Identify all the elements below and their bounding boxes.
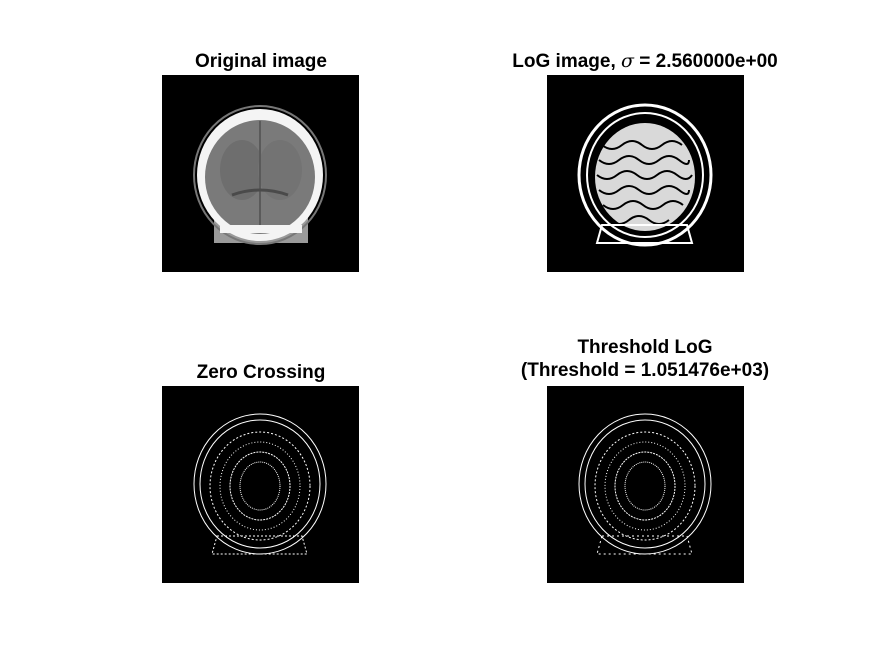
zero-crossing-image: [162, 386, 359, 583]
original-image-title: Original image: [195, 51, 327, 72]
log-image-title: LoG image, σ = 2.560000e+00: [495, 50, 795, 73]
sigma-symbol: σ: [621, 50, 635, 72]
log-image: [547, 75, 744, 272]
zero-crossing-title: Zero Crossing: [196, 362, 326, 383]
threshold-title-line2: (Threshold = 1.051476e+03): [520, 360, 770, 381]
original-ct-image: [162, 75, 359, 272]
threshold-log-image: [547, 386, 744, 583]
threshold-log-title: Threshold LoG (Threshold = 1.051476e+03): [495, 336, 795, 382]
log-title-prefix: LoG image,: [512, 51, 622, 72]
threshold-title-line1: Threshold LoG: [577, 337, 713, 358]
log-title-suffix: = 2.560000e+00: [634, 51, 778, 72]
